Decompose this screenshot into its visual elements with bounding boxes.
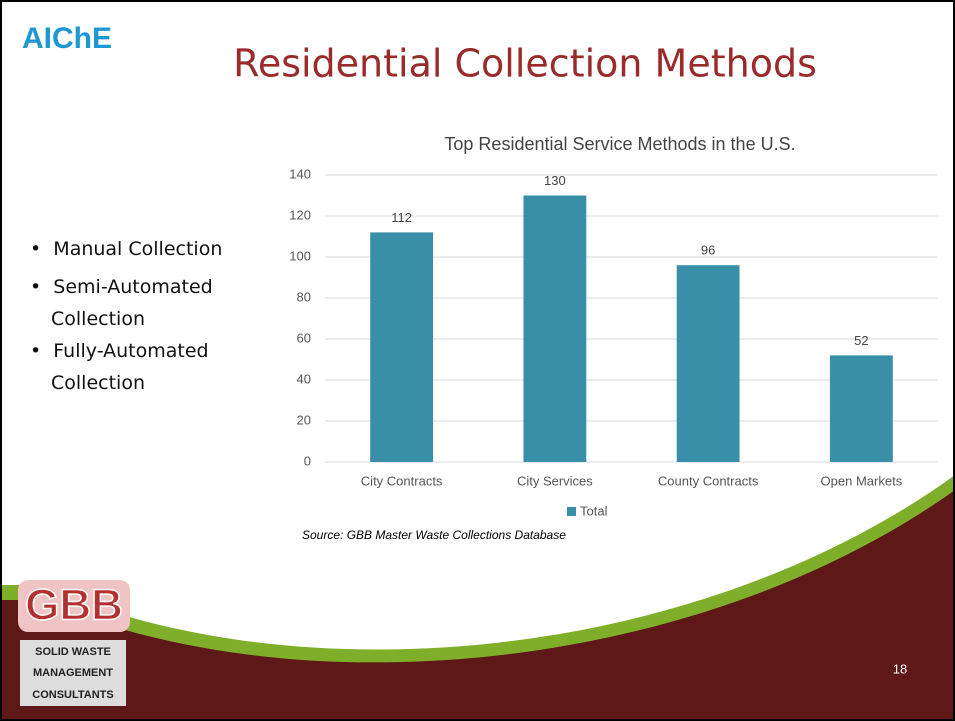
- gbb-line: MANAGEMENT: [33, 667, 113, 679]
- y-tick-label: 140: [289, 166, 311, 181]
- aiche-logo: AIChE: [22, 22, 112, 55]
- y-tick-label: 60: [297, 330, 311, 345]
- y-tick-label: 40: [297, 371, 311, 386]
- y-tick-label: 20: [297, 412, 311, 427]
- source: Source: GBB Master Waste Collections Dat…: [302, 528, 566, 542]
- page-number: 18: [893, 661, 907, 676]
- bar: [829, 355, 893, 462]
- gbb-letters: GBB: [25, 581, 123, 630]
- bullet-text: Fully-Automated Collection: [51, 340, 209, 394]
- bullet-text: Manual Collection: [53, 238, 223, 260]
- slide-title: Residential Collection Methods: [233, 42, 817, 86]
- bullet: • Semi-Automated Collection: [30, 276, 213, 330]
- bar: [370, 232, 434, 462]
- gbb-badge: [18, 580, 130, 632]
- x-tick-label: City Contracts: [361, 473, 443, 488]
- bullet: • Manual Collection: [30, 238, 223, 260]
- chart-title: Top Residential Service Methods in the U…: [444, 134, 795, 154]
- bar: [676, 265, 740, 462]
- gbb-line: SOLID WASTE: [35, 646, 111, 658]
- gbb-line: CONSULTANTS: [32, 689, 113, 701]
- y-tick-label: 100: [289, 248, 311, 263]
- data-label: 130: [544, 173, 566, 188]
- swoosh-red: [0, 490, 955, 721]
- x-tick-label: City Services: [517, 473, 593, 488]
- bullet-text: Semi-Automated Collection: [51, 276, 213, 330]
- legend-swatch: [567, 507, 576, 516]
- data-label: 52: [854, 333, 868, 348]
- data-label: 112: [391, 210, 412, 225]
- x-tick-label: Open Markets: [821, 473, 903, 488]
- legend-label: Total: [580, 503, 608, 518]
- bullet: • Fully-Automated Collection: [30, 340, 209, 394]
- bar: [523, 195, 587, 462]
- y-tick-label: 0: [304, 453, 311, 468]
- gbb-plate: [20, 640, 126, 706]
- y-tick-label: 120: [289, 207, 311, 222]
- x-tick-label: County Contracts: [658, 473, 759, 488]
- data-label: 96: [701, 243, 715, 258]
- y-tick-label: 80: [297, 289, 311, 304]
